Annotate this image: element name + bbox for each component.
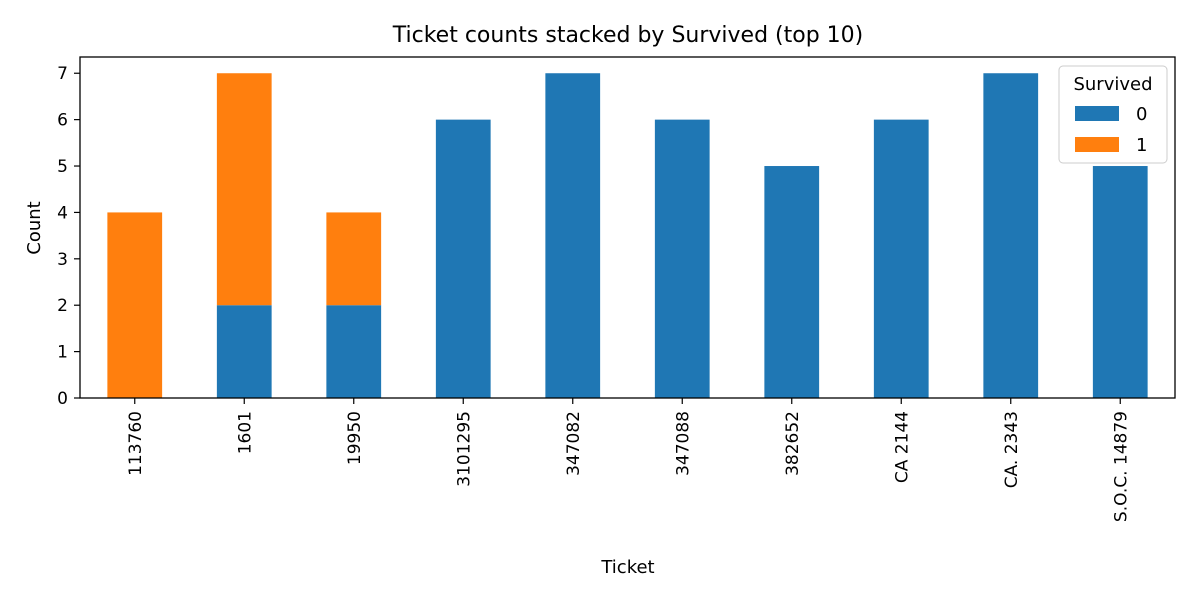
y-tick-label: 3 <box>57 250 68 270</box>
x-tick-label: 347082 <box>564 411 584 476</box>
y-tick-label: 7 <box>57 64 68 84</box>
bar-19950-survived-1 <box>326 212 382 306</box>
x-tick-label: 1601 <box>235 411 255 454</box>
y-tick-label: 1 <box>57 343 68 363</box>
x-tick-label: 113760 <box>126 411 146 476</box>
bar-113760-survived-1 <box>107 212 163 398</box>
legend-title: Survived <box>1073 74 1152 95</box>
legend-swatch-0 <box>1075 106 1119 121</box>
bar-382652-survived-0 <box>764 166 820 398</box>
bar-CA-2144-survived-0 <box>873 119 929 398</box>
x-tick-label: 347088 <box>673 411 693 476</box>
bar-CA-2343-survived-0 <box>983 73 1039 398</box>
y-tick-label: 2 <box>57 296 68 316</box>
y-tick-label: 0 <box>57 389 68 409</box>
bar-3101295-survived-0 <box>435 119 491 398</box>
x-tick-label: 3101295 <box>454 411 474 487</box>
x-tick-label: 19950 <box>345 411 365 465</box>
x-tick-label: CA. 2343 <box>1002 411 1022 488</box>
x-tick-label: CA 2144 <box>892 411 912 483</box>
x-axis-ticks: 113760 1601 19950 3101295 347082 347088 382652… <box>126 398 1131 522</box>
legend: Survived 0 1 <box>1058 65 1168 164</box>
y-tick-label: 6 <box>57 111 68 131</box>
x-tick-label: 382652 <box>783 411 803 476</box>
bar-19950-survived-0 <box>326 305 382 398</box>
bar-347082-survived-0 <box>545 73 601 398</box>
y-axis-ticks: 0 1 2 3 4 5 6 7 <box>57 64 80 409</box>
plot-frame <box>79 56 1176 399</box>
bar-347088-survived-0 <box>654 119 710 398</box>
legend-label-0: 0 <box>1136 104 1147 125</box>
bar-1601-survived-1 <box>216 73 272 306</box>
legend-swatch-1 <box>1075 137 1119 152</box>
legend-label-1: 1 <box>1136 135 1147 156</box>
x-tick-label: S.O.C. 14879 <box>1111 411 1131 522</box>
y-axis-label: Count <box>24 201 45 254</box>
bar-1601-survived-0 <box>216 305 272 398</box>
chart-title: Ticket counts stacked by Survived (top 1… <box>392 23 864 48</box>
bars-layer <box>107 73 1148 398</box>
y-tick-label: 4 <box>57 203 68 223</box>
x-axis-label: Ticket <box>600 557 654 578</box>
y-tick-label: 5 <box>57 157 68 177</box>
bar-S-O-C-14879-survived-0 <box>1092 166 1148 398</box>
